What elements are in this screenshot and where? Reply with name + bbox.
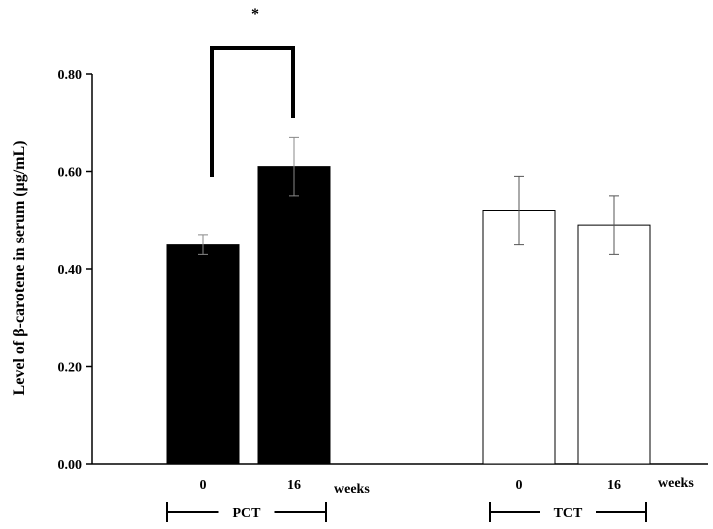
bar-tct-0 — [482, 210, 556, 465]
category-label: 0 — [516, 478, 523, 493]
bar-pct-16 — [257, 166, 331, 465]
significance-line — [210, 46, 295, 177]
unit-label-pct: weeks — [334, 482, 370, 497]
y-tick-label: 0.20 — [58, 361, 83, 376]
y-tick-label: 0.80 — [58, 68, 83, 83]
y-axis-label: Level of β-carotene in serum (μg/mL) — [11, 141, 28, 396]
category-label: 0 — [200, 478, 207, 493]
y-axis-ticks: 0.00 0.20 0.40 0.60 0.80 — [58, 68, 92, 473]
y-tick-label: 0.00 — [58, 458, 83, 473]
significance-marker: * — [251, 6, 259, 23]
group-label: TCT — [554, 506, 583, 521]
bar-tct-16 — [577, 224, 651, 465]
group-label: PCT — [233, 506, 262, 521]
error-bars — [198, 136, 619, 255]
bars — [166, 166, 651, 465]
bar-pct-0 — [166, 244, 240, 465]
significance-bracket: * — [210, 6, 295, 177]
unit-label-tct: weeks — [658, 476, 694, 491]
category-label: 16 — [607, 478, 621, 493]
y-tick-label: 0.40 — [58, 263, 83, 278]
category-labels: 0 16 0 16 weeks weeks — [200, 476, 695, 497]
category-label: 16 — [287, 478, 301, 493]
y-tick-label: 0.60 — [58, 166, 83, 181]
group-labels: PCT TCT — [166, 502, 647, 522]
